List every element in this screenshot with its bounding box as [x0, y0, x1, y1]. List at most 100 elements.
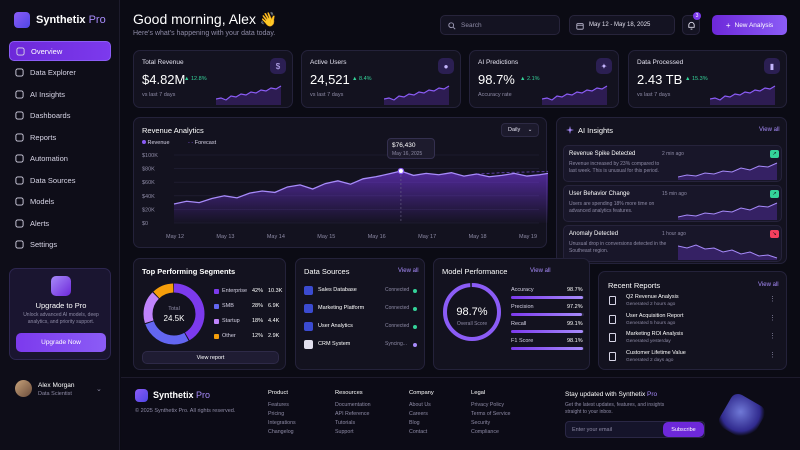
sidebar-item-automation[interactable]: Automation [9, 149, 111, 169]
subscribe-button[interactable]: Subscribe [663, 422, 704, 437]
source-name[interactable]: Sales Database [318, 287, 357, 293]
more-options-icon[interactable]: ⋮ [769, 296, 776, 303]
footer-link[interactable]: Changelog [268, 429, 294, 435]
segment-value: 4.4K [268, 318, 280, 324]
footer-link[interactable]: Compliance [471, 429, 499, 435]
footer-link[interactable]: Features [268, 402, 289, 408]
status-dot [413, 289, 417, 293]
source-name[interactable]: User Analytics [318, 323, 353, 329]
sidebar-item-alerts[interactable]: Alerts [9, 213, 111, 233]
model-view-all-link[interactable]: View all [530, 268, 551, 274]
upgrade-now-button[interactable]: Upgrade Now [16, 333, 106, 352]
folder-icon [15, 68, 24, 77]
upgrade-title: Upgrade to Pro [35, 301, 87, 310]
chevron-down-icon[interactable]: ⌄ [96, 386, 102, 393]
metric-bar [511, 313, 584, 316]
footer-link[interactable]: Tutorials [335, 420, 356, 426]
new-analysis-button[interactable]: + New Analysis [712, 15, 787, 35]
avatar[interactable] [15, 380, 32, 397]
sidebar-item-label: Automation [30, 154, 68, 163]
donut-slice [143, 283, 205, 345]
sources-view-all-link[interactable]: View all [398, 268, 419, 274]
more-options-icon[interactable]: ⋮ [769, 333, 776, 340]
sidebar-item-data-explorer[interactable]: Data Explorer [9, 63, 111, 83]
metric-bar-fill [511, 330, 584, 333]
sidebar-item-settings[interactable]: Settings [9, 235, 111, 255]
report-name[interactable]: Marketing ROI Analysis [626, 331, 684, 337]
insight-item[interactable]: Revenue Spike Detected 2 min ago Revenue i… [563, 145, 782, 182]
sidebar-item-models[interactable]: Models [9, 192, 111, 212]
ai-insights-card: AI Insights View all Revenue Spike Detec… [556, 117, 787, 264]
users-icon: ● [438, 58, 454, 74]
footer-brand[interactable]: Synthetix Pro [153, 390, 211, 400]
sidebar-item-label: AI Insights [30, 89, 66, 99]
trend-up-icon: ↗ [770, 150, 779, 158]
search-input[interactable]: Search [440, 15, 560, 35]
source-status: Syncing... [385, 341, 407, 347]
insight-item[interactable]: User Behavior Change 15 min ago Users are … [563, 185, 782, 222]
footer-link[interactable]: Integrations [268, 420, 296, 426]
insight-time: 1 hour ago [662, 231, 686, 237]
alert-icon [15, 218, 24, 228]
reports-view-all-link[interactable]: View all [758, 282, 779, 288]
insights-view-all-link[interactable]: View all [759, 127, 780, 133]
source-name[interactable]: CRM System [318, 341, 351, 347]
footer-link[interactable]: Blog [409, 420, 420, 426]
footer-link[interactable]: Documentation [335, 402, 371, 408]
legend-forecast: - - Forecast [188, 140, 217, 146]
donut-slice [143, 283, 205, 345]
sidebar-item-overview[interactable]: Overview [9, 41, 111, 61]
footer-col-heading: Legal [471, 390, 486, 396]
recent-reports-card: Recent Reports View all Q2 Revenue Analy… [598, 271, 787, 370]
sidebar-item-data-sources[interactable]: Data Sources [9, 170, 111, 190]
status-dot [413, 307, 417, 311]
more-options-icon[interactable]: ⋮ [769, 314, 776, 322]
insight-title: Revenue Spike Detected [569, 151, 636, 157]
metric-bar-fill [511, 347, 583, 350]
footer-link[interactable]: Security [471, 420, 491, 426]
footer-link[interactable]: Careers [409, 411, 428, 417]
page-subtitle: Here's what's happening with your data t… [133, 30, 276, 37]
metric-bar [511, 347, 584, 350]
kpi-note: vs last 7 days [310, 92, 344, 98]
period-select[interactable]: Daily ⌄ [501, 123, 539, 137]
report-name[interactable]: User Acquisition Report [626, 312, 684, 319]
source-name[interactable]: Marketing Platform [318, 305, 365, 311]
brand-name[interactable]: Synthetix Pro [36, 14, 106, 26]
sidebar-item-ai-insights[interactable]: AI Insights [9, 84, 111, 104]
footer: Synthetix Pro © 2025 Synthetix Pro. All … [121, 377, 800, 450]
footer-link[interactable]: API Reference [335, 411, 370, 417]
footer-logo-icon [135, 389, 148, 402]
notifications-button[interactable]: 3 [682, 12, 701, 35]
footer-link[interactable]: Contact [409, 429, 428, 435]
sidebar-item-dashboards[interactable]: Dashboards [9, 106, 111, 126]
metric-bar [511, 296, 584, 299]
segment-value: 6.9K [268, 303, 280, 309]
metric-value: 98.1% [567, 338, 583, 344]
metric-bar-fill [511, 313, 582, 316]
view-report-button[interactable]: View report [142, 351, 279, 364]
insight-item[interactable]: Anomaly Detected 1 hour ago Unusual drop i… [563, 225, 782, 262]
footer-link[interactable]: Terms of Service [471, 411, 511, 417]
email-placeholder: Enter your email [572, 427, 613, 433]
footer-link[interactable]: Pricing [268, 411, 285, 417]
footer-link[interactable]: About Us [409, 402, 431, 408]
kpi-note: vs last 7 days [142, 92, 176, 98]
revenue-area [174, 171, 548, 223]
sidebar-item-reports[interactable]: Reports [9, 127, 111, 147]
kpi-delta: ▲ 15.3% [685, 76, 708, 82]
more-options-icon[interactable]: ⋮ [769, 351, 776, 359]
score-ring [443, 283, 501, 341]
segments-title: Top Performing Segments [142, 267, 236, 276]
forecast-line [476, 170, 548, 175]
report-name[interactable]: Q2 Revenue Analysis [626, 294, 679, 300]
reports-title: Recent Reports [608, 281, 661, 290]
kpi-delta-value: 12.8% [190, 76, 207, 82]
donut-slice [143, 283, 205, 345]
report-name[interactable]: Customer Lifetime Value [626, 349, 686, 356]
date-range-picker[interactable]: May 12 - May 18, 2025 [569, 15, 675, 35]
footer-link[interactable]: Support [335, 429, 354, 435]
donut-total-value: 24.5K [163, 314, 185, 323]
kpi-delta-value: 8.4% [358, 76, 372, 82]
footer-link[interactable]: Privacy Policy [471, 402, 504, 408]
